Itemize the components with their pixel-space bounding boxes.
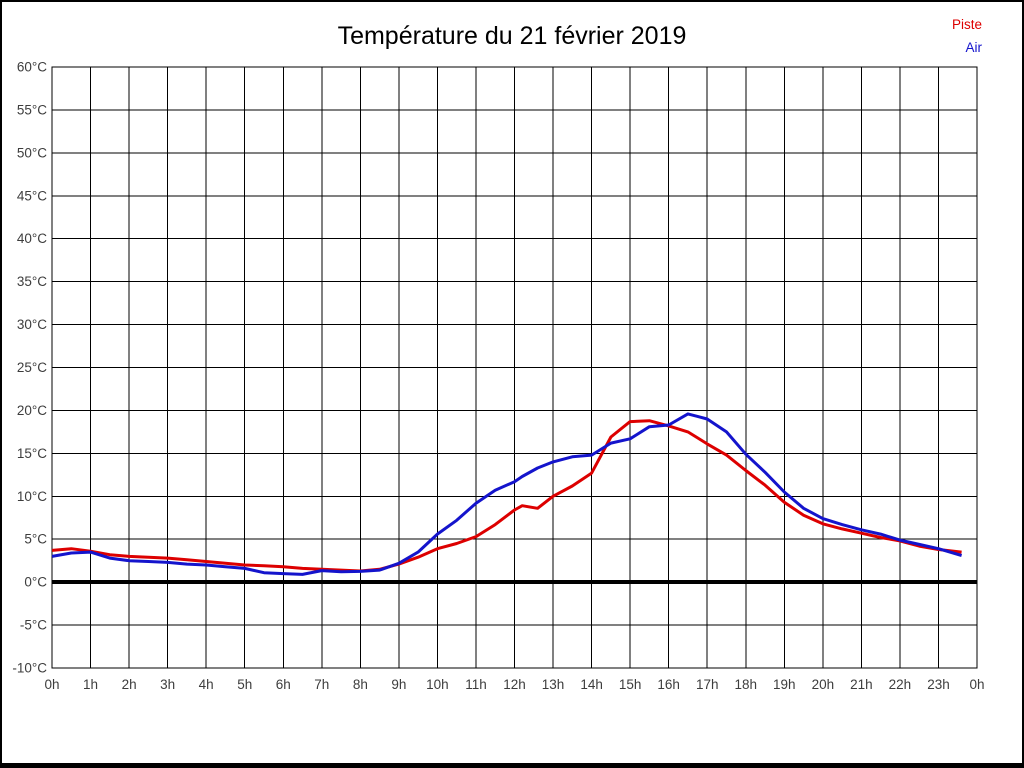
x-tick-label: 2h (122, 677, 137, 692)
x-tick-label: 1h (83, 677, 98, 692)
x-tick-label: 4h (199, 677, 214, 692)
y-tick-label: 0°C (24, 575, 47, 590)
y-tick-label: 55°C (17, 102, 47, 117)
y-tick-label: 40°C (17, 231, 47, 246)
legend-item-piste: Piste (951, 17, 982, 32)
plot-border (51, 66, 978, 669)
y-tick-label: 50°C (17, 145, 47, 160)
y-tick-label: 30°C (17, 317, 47, 332)
x-tick-label: 14h (580, 677, 603, 692)
y-tick-label: 45°C (17, 188, 47, 203)
x-tick-label: 12h (503, 677, 526, 692)
x-tick-label: 16h (657, 677, 680, 692)
y-tick-label: 15°C (17, 446, 47, 461)
x-tick-label: 15h (619, 677, 642, 692)
x-tick-label: 7h (314, 677, 329, 692)
x-tick-label: 0h (44, 677, 59, 692)
x-tick-label: 11h (465, 677, 487, 692)
x-tick-label: 22h (889, 677, 912, 692)
legend-item-air: Air (965, 40, 983, 55)
chart-title: Température du 21 février 2019 (337, 22, 687, 50)
x-tick-label: 10h (426, 677, 449, 692)
y-tick-label: 10°C (17, 489, 47, 504)
x-tick-label: 20h (812, 677, 835, 692)
x-tick-label: 8h (353, 677, 368, 692)
x-tick-label: 6h (276, 677, 291, 692)
y-tick-label: -5°C (20, 618, 47, 633)
y-axis-labels: 60°C 55°C 50°C 45°C 40°C 35°C 30°C 25°C 20°C 15°C… (12, 60, 47, 676)
x-tick-label: 17h (696, 677, 719, 692)
x-tick-label: 19h (773, 677, 796, 692)
x-tick-label: 9h (391, 677, 406, 692)
grid-lines (51, 66, 978, 669)
x-tick-label: 5h (237, 677, 252, 692)
y-tick-label: 60°C (17, 60, 47, 75)
x-axis-labels: 0h 1h 2h 3h 4h 5h 6h 7h 8h 9h 10h 11h 12h 13h 14h 15h 16… (44, 677, 984, 692)
x-tick-label: 0h (969, 677, 984, 692)
x-tick-label: 21h (850, 677, 873, 692)
x-tick-label: 3h (160, 677, 175, 692)
y-tick-label: 25°C (17, 360, 47, 375)
chart-legend: Piste Air (952, 13, 982, 59)
x-tick-label: 18h (734, 677, 757, 692)
series-line-air (51, 412, 963, 576)
y-tick-label: 5°C (24, 532, 47, 547)
y-tick-label: -10°C (12, 661, 47, 676)
x-tick-label: 13h (542, 677, 565, 692)
y-tick-label: 20°C (17, 403, 47, 418)
series-line-piste (51, 419, 962, 573)
y-tick-label: 35°C (17, 274, 47, 289)
x-tick-label: 23h (927, 677, 950, 692)
